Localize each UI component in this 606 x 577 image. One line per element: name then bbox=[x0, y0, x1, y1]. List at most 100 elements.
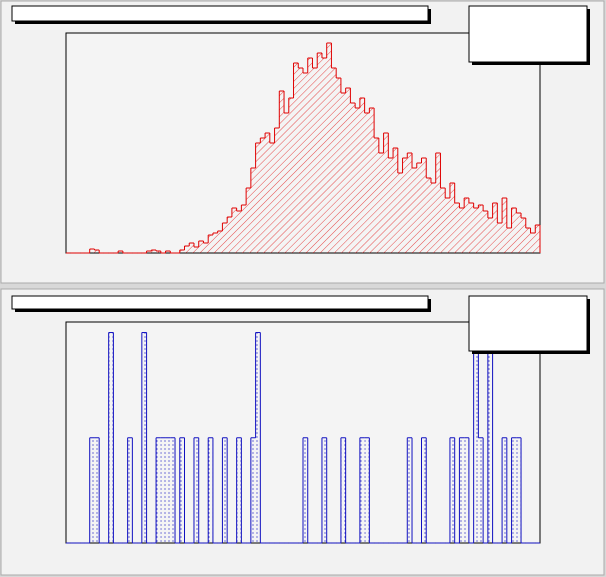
bar bbox=[511, 437, 517, 543]
stats-box bbox=[468, 295, 588, 352]
bar bbox=[430, 183, 436, 253]
bar bbox=[516, 213, 522, 253]
bar bbox=[94, 437, 100, 543]
bar bbox=[407, 437, 413, 543]
bar bbox=[416, 163, 422, 253]
bar bbox=[236, 211, 242, 253]
bar bbox=[250, 168, 256, 253]
bar bbox=[535, 225, 540, 253]
bar bbox=[459, 437, 465, 543]
bar bbox=[345, 88, 351, 253]
bar bbox=[359, 98, 365, 253]
bar bbox=[502, 437, 507, 543]
bar bbox=[255, 143, 261, 253]
bar bbox=[369, 108, 375, 253]
bar bbox=[293, 63, 299, 253]
bar bbox=[208, 235, 213, 253]
bar bbox=[464, 437, 469, 543]
bar bbox=[359, 437, 365, 543]
bar bbox=[94, 250, 100, 253]
bar bbox=[303, 73, 308, 253]
bar bbox=[321, 437, 327, 543]
bar bbox=[307, 58, 313, 253]
bar bbox=[203, 243, 209, 253]
bar bbox=[478, 437, 484, 543]
bar bbox=[492, 203, 498, 253]
bar bbox=[449, 437, 455, 543]
bar bbox=[212, 233, 218, 253]
bar bbox=[156, 251, 161, 253]
bar bbox=[449, 183, 455, 253]
bar bbox=[383, 133, 389, 253]
bar bbox=[227, 217, 232, 253]
bar bbox=[530, 233, 536, 253]
title-box bbox=[11, 295, 429, 310]
bar bbox=[511, 208, 517, 253]
bar bbox=[502, 198, 507, 253]
bar bbox=[184, 246, 190, 253]
bar bbox=[198, 241, 204, 253]
bar bbox=[397, 173, 403, 253]
bar bbox=[288, 98, 294, 253]
bar bbox=[331, 68, 337, 253]
bar bbox=[487, 218, 493, 253]
bar bbox=[193, 247, 199, 253]
bar bbox=[440, 188, 446, 253]
bar bbox=[265, 133, 270, 253]
bar bbox=[340, 437, 346, 543]
bar bbox=[284, 113, 289, 253]
bar bbox=[350, 103, 356, 253]
bar bbox=[303, 437, 308, 543]
bar bbox=[435, 153, 441, 253]
bar bbox=[421, 437, 427, 543]
bar bbox=[407, 153, 413, 253]
bar bbox=[374, 138, 379, 253]
bar bbox=[298, 68, 303, 253]
bar bbox=[336, 78, 341, 253]
bar bbox=[179, 250, 185, 253]
bar bbox=[312, 68, 318, 253]
bar bbox=[241, 205, 247, 253]
bar bbox=[246, 188, 251, 253]
bar bbox=[165, 437, 171, 543]
bar bbox=[454, 203, 460, 253]
bar bbox=[89, 437, 95, 543]
bar bbox=[364, 113, 370, 253]
bar bbox=[151, 250, 157, 253]
bar bbox=[483, 211, 488, 253]
bar bbox=[516, 437, 522, 543]
bar bbox=[179, 437, 185, 543]
bar bbox=[421, 158, 427, 253]
bar bbox=[506, 228, 512, 253]
bar bbox=[108, 332, 114, 543]
bar bbox=[402, 158, 408, 253]
bar bbox=[364, 437, 370, 543]
bar bbox=[274, 128, 280, 253]
bar bbox=[127, 437, 133, 543]
bar bbox=[459, 208, 465, 253]
bar bbox=[393, 148, 398, 253]
bar bbox=[468, 203, 474, 253]
bar bbox=[473, 208, 479, 253]
bar bbox=[412, 168, 417, 253]
bar bbox=[255, 332, 261, 543]
bar bbox=[165, 251, 171, 253]
bar bbox=[426, 178, 431, 253]
bar bbox=[89, 249, 95, 253]
bar bbox=[521, 218, 526, 253]
bar bbox=[236, 437, 242, 543]
stats-box bbox=[468, 5, 588, 63]
bar bbox=[156, 437, 161, 543]
bar bbox=[473, 332, 479, 543]
bar bbox=[170, 437, 176, 543]
bar bbox=[464, 198, 469, 253]
bar bbox=[321, 58, 327, 253]
bar bbox=[146, 251, 152, 253]
bar bbox=[487, 332, 493, 543]
bar bbox=[317, 53, 322, 253]
bar bbox=[222, 437, 228, 543]
bar bbox=[208, 437, 213, 543]
bar bbox=[525, 228, 531, 253]
bar bbox=[160, 437, 166, 543]
